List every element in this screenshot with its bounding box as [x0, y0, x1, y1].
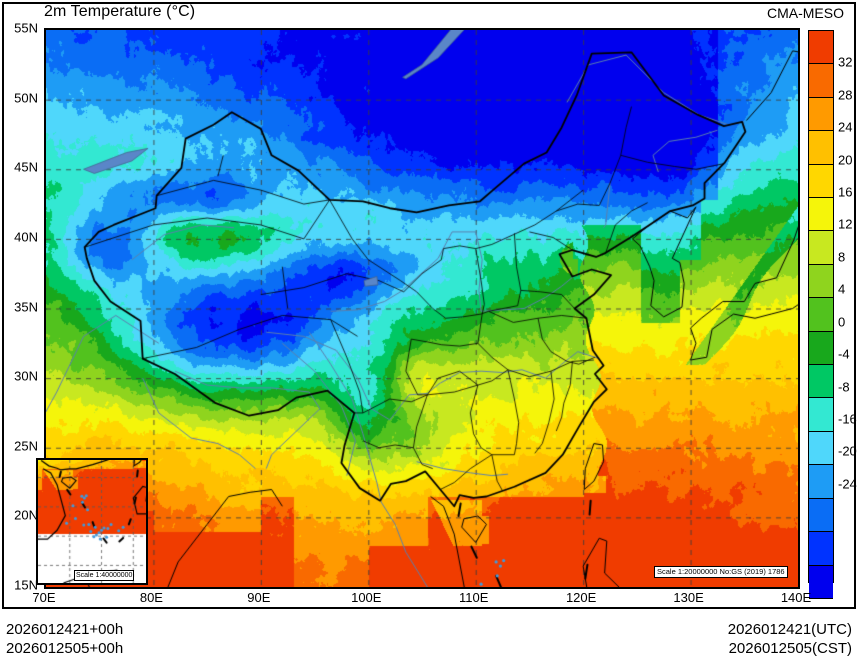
colorbar-segment [809, 198, 833, 232]
colorbar-segment [809, 498, 833, 533]
longitude-tick-100E: 100E [351, 590, 382, 605]
temperature-field-canvas [46, 30, 798, 587]
colorbar-segment [809, 64, 833, 98]
colorbar-segment [809, 298, 833, 332]
footer-right: 2026012421(UTC) 2026012505(CST) [728, 620, 852, 658]
inset-scale-label: Scale 1:40000000 [74, 570, 135, 581]
colorbar-segment [809, 532, 833, 566]
longitude-tick-130E: 130E [673, 590, 704, 605]
colorbar-tick-8: 8 [838, 249, 846, 265]
latitude-tick-55N: 55N [14, 20, 38, 36]
colorbar-tick-neg24: -24 [838, 476, 857, 492]
colorbar-tick-16: 16 [838, 184, 853, 200]
colorbar-segment [809, 331, 833, 366]
page-title: 2m Temperature (°C) [44, 3, 196, 20]
colorbar-segment [809, 231, 833, 265]
footer-left: 2026012421+00h 2026012505+00h [6, 620, 123, 658]
temperature-map-plot[interactable]: Scale 1:20000000 No:GS (2019) 1786 [44, 28, 800, 589]
longitude-tick-120E: 120E [565, 590, 597, 605]
longitude-tick-90E: 90E [247, 590, 271, 605]
footer-right-line1: 2026012421(UTC) [727, 621, 852, 638]
colorbar-segment [809, 97, 833, 132]
colorbar-tick-neg20: -20 [838, 443, 857, 459]
south-china-sea-inset-map[interactable]: Scale 1:40000000 [36, 458, 148, 585]
colorbar-segment [809, 465, 833, 499]
latitude-tick-45N: 45N [14, 159, 38, 175]
colorbar-tick-12: 12 [838, 216, 853, 232]
colorbar-tick-20: 20 [838, 152, 853, 168]
colorbar-tick-24: 24 [838, 119, 853, 135]
colorbar-tick-neg8: -8 [838, 379, 850, 395]
longitude-tick-70E: 70E [32, 590, 56, 605]
latitude-tick-20N: 20N [14, 507, 38, 523]
map-credit-label: Scale 1:20000000 No:GS (2019) 1786 [654, 566, 788, 578]
model-label: CMA-MESO [767, 5, 844, 21]
longitude-tick-140E: 140E [780, 590, 812, 605]
colorbar-tick-neg16: -16 [838, 411, 857, 427]
colorbar-tick-4: 4 [838, 281, 846, 297]
colorbar-segment [809, 264, 833, 299]
colorbar-segment [809, 164, 833, 199]
colorbar-segment [809, 431, 833, 466]
colorbar-tick-0: 0 [838, 314, 846, 330]
longitude-tick-110E: 110E [459, 590, 489, 605]
figure-frame [2, 2, 856, 609]
colorbar-segment [809, 365, 833, 399]
latitude-tick-35N: 35N [14, 299, 38, 314]
temperature-colorbar[interactable] [808, 30, 834, 599]
latitude-tick-50N: 50N [14, 90, 38, 106]
footer-left-line2: 2026012505+00h [6, 640, 124, 657]
latitude-tick-40N: 40N [14, 229, 38, 245]
colorbar-segment [809, 398, 833, 432]
colorbar-segment [809, 131, 833, 165]
colorbar-tick-32: 32 [838, 54, 853, 70]
latitude-tick-30N: 30N [14, 368, 38, 384]
latitude-tick-25N: 25N [14, 438, 38, 454]
colorbar-segment [809, 31, 833, 65]
inset-field-canvas [38, 460, 146, 583]
colorbar-tick-neg4: -4 [838, 346, 850, 362]
colorbar-segment [809, 565, 833, 599]
footer-right-line2: 2026012505(CST) [728, 640, 852, 657]
latitude-tick-15N: 15N [14, 577, 38, 593]
footer-left-line1: 2026012421+00h [6, 621, 124, 638]
colorbar-tick-28: 28 [838, 87, 853, 103]
longitude-tick-80E: 80E [139, 590, 163, 605]
